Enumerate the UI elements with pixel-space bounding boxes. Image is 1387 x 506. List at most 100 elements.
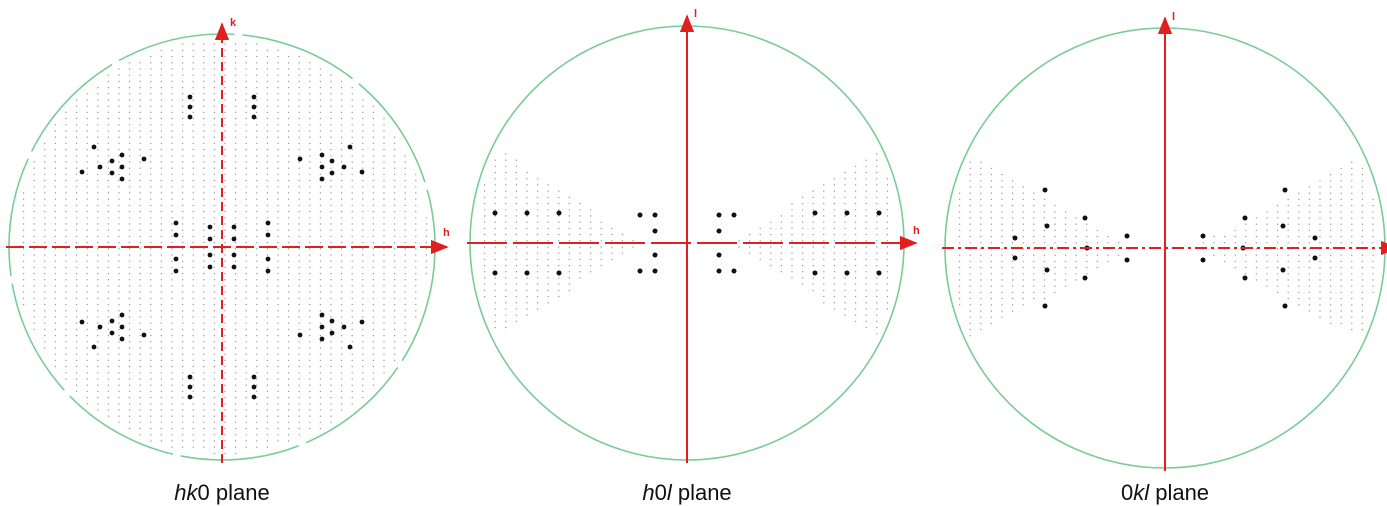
diffraction-spot <box>140 149 141 150</box>
diffraction-spot <box>193 168 194 169</box>
diffraction-spot <box>959 298 960 299</box>
diffraction-spot <box>108 366 109 367</box>
diffraction-spot <box>193 230 194 231</box>
diffraction-spot <box>256 174 257 175</box>
diffraction-spot <box>1319 310 1320 311</box>
diffraction-spot <box>182 130 183 131</box>
diffraction-spot <box>383 341 384 342</box>
diffraction-spot <box>256 347 257 348</box>
diffraction-spot <box>362 137 363 138</box>
diffraction-spot <box>55 199 56 200</box>
diffraction-spot <box>55 149 56 150</box>
diffraction-spot <box>288 292 289 293</box>
diffraction-spot <box>182 385 183 386</box>
diffraction-spot <box>97 279 98 280</box>
diffraction-spot <box>267 199 268 200</box>
diffraction-spot <box>309 298 310 299</box>
diffraction-spot <box>980 180 981 181</box>
diffraction-spot <box>288 149 289 150</box>
diffraction-spot <box>277 217 278 218</box>
diffraction-spot <box>214 87 215 88</box>
diffraction-spot <box>182 347 183 348</box>
diffraction-spot <box>118 143 119 144</box>
diffraction-spot <box>288 106 289 107</box>
diffraction-spot <box>193 409 194 410</box>
diffraction-spot <box>193 422 194 423</box>
diffraction-spot <box>1277 248 1278 249</box>
diffraction-spot <box>246 217 247 218</box>
diffraction-spot <box>150 354 151 355</box>
diffraction-spot <box>834 246 835 247</box>
diffraction-spot <box>1266 236 1267 237</box>
diffraction-spot <box>140 180 141 181</box>
diffraction-spot <box>256 124 257 125</box>
diffraction-spot <box>320 93 321 94</box>
diffraction-spot <box>97 174 98 175</box>
diffraction-spot <box>980 323 981 324</box>
diffraction-spot <box>171 199 172 200</box>
diffraction-spot <box>182 341 183 342</box>
diffraction-spot <box>405 211 406 212</box>
diffraction-spot <box>823 265 824 266</box>
diffraction-spot <box>87 180 88 181</box>
diffraction-spot <box>980 224 981 225</box>
diffraction-spot <box>129 199 130 200</box>
diffraction-spot <box>352 329 353 330</box>
diffraction-spot <box>1330 230 1331 231</box>
diffraction-spot <box>1033 267 1034 268</box>
diffraction-spot <box>341 130 342 131</box>
diffraction-spot <box>320 261 321 262</box>
diffraction-spot <box>44 217 45 218</box>
diffraction-spot <box>1235 255 1236 256</box>
diffraction-spot <box>558 265 559 266</box>
diffraction-spot <box>1054 224 1055 225</box>
strong-spot <box>110 171 115 176</box>
diffraction-spot <box>129 217 130 218</box>
diffraction-spot <box>352 341 353 342</box>
diffraction-spot <box>161 205 162 206</box>
diffraction-spot <box>76 267 77 268</box>
diffraction-spot <box>362 360 363 361</box>
diffraction-spot <box>171 112 172 113</box>
diffraction-spot <box>980 329 981 330</box>
diffraction-spot <box>87 106 88 107</box>
diffraction-spot <box>171 242 172 243</box>
diffraction-spot <box>44 323 45 324</box>
diffraction-spot <box>246 248 247 249</box>
diffraction-spot <box>34 168 35 169</box>
diffraction-spot <box>108 205 109 206</box>
diffraction-spot <box>383 155 384 156</box>
diffraction-spot <box>373 137 374 138</box>
diffraction-spot <box>1309 217 1310 218</box>
diffraction-spot <box>161 118 162 119</box>
diffraction-spot <box>505 265 506 266</box>
diffraction-spot <box>256 316 257 317</box>
diffraction-spot <box>76 217 77 218</box>
diffraction-spot <box>267 403 268 404</box>
diffraction-spot <box>256 254 257 255</box>
diffraction-spot <box>1330 199 1331 200</box>
diffraction-spot <box>362 254 363 255</box>
diffraction-spot <box>1044 292 1045 293</box>
diffraction-spot <box>140 335 141 336</box>
diffraction-spot <box>129 93 130 94</box>
diffraction-spot <box>23 230 24 231</box>
diffraction-spot <box>770 259 771 260</box>
diffraction-spot <box>834 271 835 272</box>
diffraction-spot <box>866 215 867 216</box>
strong-spot <box>232 265 237 270</box>
diffraction-spot <box>876 222 877 223</box>
diffraction-spot <box>256 143 257 144</box>
diffraction-spot <box>150 161 151 162</box>
diffraction-spot <box>330 409 331 410</box>
diffraction-spot <box>394 168 395 169</box>
diffraction-spot <box>1256 217 1257 218</box>
diffraction-spot <box>1330 224 1331 225</box>
diffraction-spot <box>980 168 981 169</box>
strong-spot <box>557 271 562 276</box>
diffraction-spot <box>876 315 877 316</box>
diffraction-spot <box>277 366 278 367</box>
diffraction-spot <box>505 184 506 185</box>
diffraction-spot <box>341 347 342 348</box>
diffraction-spot <box>214 168 215 169</box>
